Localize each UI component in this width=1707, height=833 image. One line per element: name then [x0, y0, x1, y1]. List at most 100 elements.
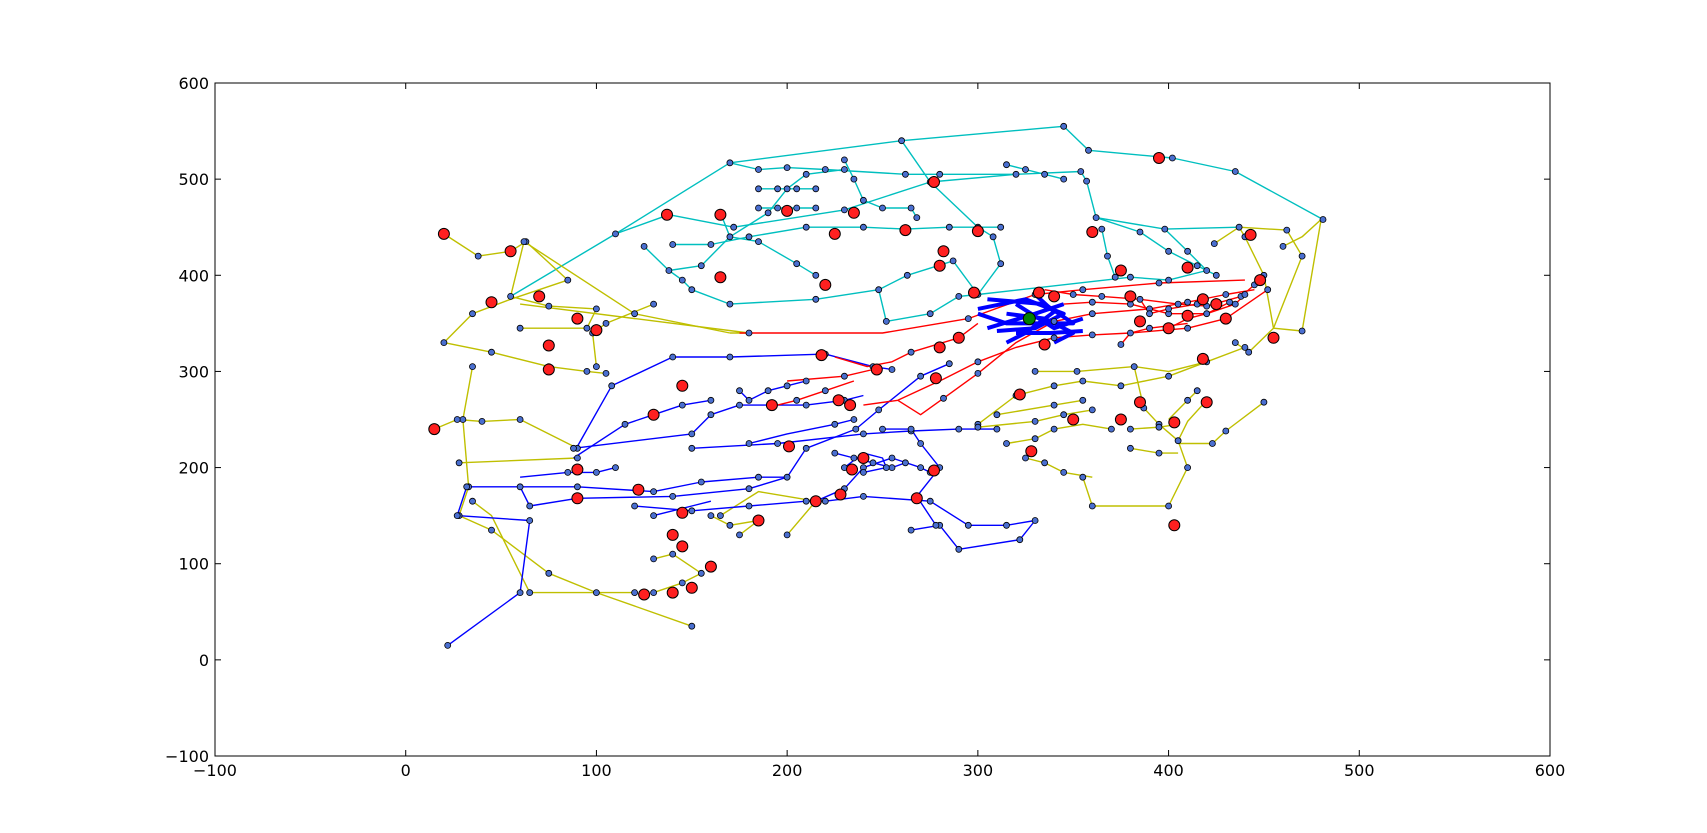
node-point [745, 233, 753, 241]
node-point [621, 420, 629, 428]
large-node-point [676, 540, 689, 553]
node-point [907, 204, 915, 212]
node-point [1136, 295, 1144, 303]
series-1-edge-14 [977, 409, 1093, 428]
x-tick-label: 300 [963, 761, 994, 780]
node-point [650, 300, 657, 308]
node-point [650, 512, 657, 519]
node-point [1136, 228, 1144, 236]
node-point [1165, 276, 1172, 284]
series-0-edge-8 [901, 140, 979, 228]
node-point [1146, 310, 1153, 318]
node-point [793, 185, 801, 193]
node-point [726, 233, 734, 241]
node-point [793, 204, 801, 212]
node-point [1260, 398, 1268, 406]
large-node-point [933, 259, 946, 272]
node-point [1231, 300, 1239, 308]
large-node-point [832, 394, 845, 407]
node-point [650, 488, 657, 496]
node-point [902, 170, 909, 178]
node-point [1088, 298, 1096, 306]
node-point [1050, 401, 1058, 409]
node-point [1231, 339, 1239, 347]
series-0-edge-6 [977, 269, 1207, 296]
node-point [793, 396, 801, 404]
node-point [1041, 170, 1048, 178]
node-point [745, 485, 753, 493]
node-point [474, 252, 482, 260]
node-point [821, 387, 829, 395]
node-point [697, 569, 705, 577]
node-point [469, 310, 476, 318]
y-tick-label: 500 [178, 170, 209, 189]
node-point [678, 401, 686, 409]
y-axis-ticks: −100 0 100 200 300 400 500 600 [165, 74, 1550, 766]
node-point [1127, 329, 1134, 337]
node-point [1060, 175, 1068, 183]
series-2-edge-4 [520, 476, 788, 493]
large-node-point [846, 463, 858, 476]
node-point [1264, 286, 1272, 294]
large-node-point [1200, 396, 1213, 409]
large-node-point [828, 227, 841, 240]
series-1-edge-5 [459, 457, 578, 464]
large-node-point [870, 363, 883, 376]
node-point [688, 430, 696, 438]
node-point [993, 425, 1001, 433]
node-point [707, 512, 715, 519]
node-point [1212, 271, 1220, 279]
large-node-point [676, 379, 689, 392]
node-point [932, 521, 940, 529]
node-point [831, 420, 839, 428]
node-point [669, 241, 677, 248]
node-point [1088, 502, 1096, 510]
node-point [1088, 406, 1096, 414]
node-point [1031, 517, 1039, 524]
series-1-edge-7 [443, 279, 569, 344]
large-node-point [765, 399, 778, 412]
large-node-point [1048, 290, 1061, 303]
node-point [697, 262, 705, 270]
node-point [1111, 273, 1119, 281]
node-point [1069, 291, 1077, 298]
node-point [463, 483, 471, 491]
node-point [1050, 334, 1058, 342]
series-3-edge-3 [834, 322, 979, 368]
node-point [821, 497, 829, 505]
node-point [1060, 468, 1068, 476]
series-1-edge-2 [443, 341, 607, 375]
node-point [913, 214, 921, 222]
node-point [812, 185, 820, 193]
node-point [745, 329, 753, 337]
node-point [631, 589, 638, 596]
large-node-point [632, 483, 645, 496]
large-node-point [571, 463, 584, 476]
series-1-edge-11 [710, 514, 760, 536]
node-point [831, 449, 839, 457]
node-point [726, 521, 734, 529]
node-point [526, 502, 534, 510]
node-point [875, 286, 883, 294]
node-point [852, 425, 860, 433]
node-point [802, 170, 810, 178]
large-node-point [1168, 519, 1181, 532]
node-point [1083, 177, 1090, 185]
center-hub-point [1022, 312, 1036, 326]
node-point [688, 286, 696, 294]
node-point [1092, 214, 1100, 222]
series-4-edge-4 [986, 302, 1065, 331]
node-point [783, 473, 791, 481]
series-1-edge-23 [1025, 457, 1093, 478]
node-point [516, 324, 524, 332]
node-point [1060, 122, 1068, 130]
large-node-point [781, 204, 794, 217]
series-1-edge-3 [458, 366, 693, 627]
node-point [1193, 262, 1201, 270]
node-point [1085, 146, 1092, 154]
node-point [888, 454, 896, 462]
node-point [945, 223, 953, 231]
node-point [879, 204, 886, 212]
x-tick-label: 200 [772, 761, 803, 780]
